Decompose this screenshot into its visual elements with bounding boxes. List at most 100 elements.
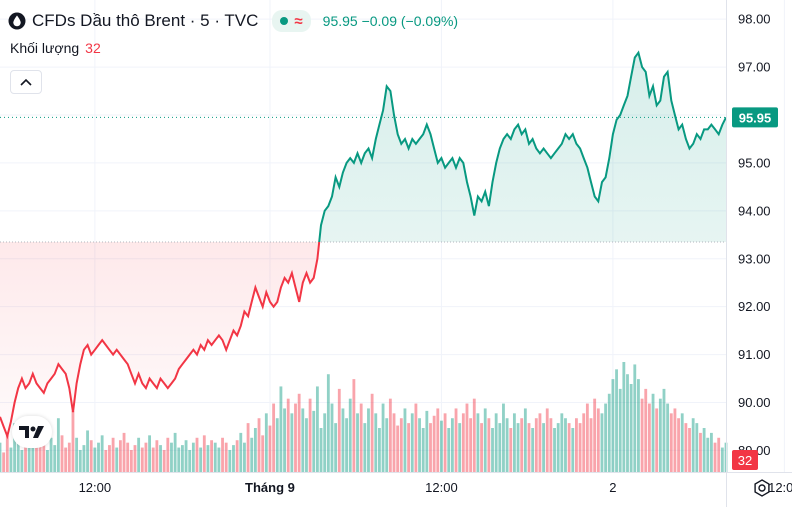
volume-bar bbox=[359, 403, 363, 472]
volume-bar bbox=[458, 423, 462, 472]
volume-bar bbox=[505, 418, 509, 472]
symbol-title[interactable]: CFDs Dầu thô Brent · 5 · TVC bbox=[32, 11, 259, 30]
volume-bar bbox=[144, 442, 148, 472]
volume-bar bbox=[111, 437, 115, 472]
volume-bar bbox=[571, 428, 575, 472]
volume-bar bbox=[476, 413, 480, 472]
x-tick-label: 12:00 bbox=[425, 480, 458, 495]
volume-bar bbox=[348, 398, 352, 472]
x-tick-label: 2 bbox=[609, 480, 616, 495]
volume-bar bbox=[615, 369, 618, 472]
volume-bar bbox=[410, 413, 414, 472]
volume-bar bbox=[173, 432, 177, 472]
volume-bar bbox=[9, 447, 13, 472]
volume-bar bbox=[199, 447, 203, 472]
volume-bar bbox=[454, 408, 458, 472]
volume-bar bbox=[385, 418, 389, 472]
volume-bar bbox=[465, 403, 469, 472]
volume-bar bbox=[538, 413, 542, 472]
y-tick-label: 97.00 bbox=[738, 60, 771, 75]
volume-badge bbox=[732, 450, 758, 470]
volume-bar bbox=[480, 423, 483, 472]
volume-bar bbox=[589, 418, 593, 472]
volume-bar bbox=[326, 374, 330, 472]
volume-bar bbox=[162, 450, 166, 472]
volume-label: Khối lượng bbox=[10, 40, 80, 56]
volume-bar bbox=[308, 398, 312, 472]
area-below-baseline bbox=[0, 241, 726, 437]
x-tick-label: Tháng 9 bbox=[245, 480, 295, 495]
volume-bar bbox=[545, 408, 549, 472]
volume-bar bbox=[253, 428, 257, 472]
volume-bar bbox=[629, 384, 633, 472]
y-tick-label: 94.00 bbox=[738, 203, 771, 218]
y-tick-label: 98.00 bbox=[738, 12, 771, 27]
volume-bar bbox=[286, 398, 290, 472]
volume-bar bbox=[75, 437, 79, 472]
volume-bar bbox=[436, 408, 440, 472]
market-status[interactable]: ≈ bbox=[272, 10, 311, 32]
volume-bar bbox=[673, 408, 677, 472]
volume-bar bbox=[691, 418, 695, 472]
volume-bar bbox=[268, 425, 272, 472]
volume-bar bbox=[356, 413, 359, 472]
y-tick-label: 91.00 bbox=[738, 347, 771, 362]
settings-gear-icon[interactable] bbox=[752, 478, 772, 498]
volume-bar bbox=[611, 379, 615, 472]
volume-bar bbox=[206, 445, 210, 472]
tradingview-logo[interactable] bbox=[12, 416, 52, 448]
volume-bar bbox=[633, 364, 637, 472]
volume-bar bbox=[666, 403, 670, 472]
volume-bar bbox=[323, 413, 327, 472]
volume-bar bbox=[626, 374, 629, 472]
volume-value: 32 bbox=[85, 40, 101, 56]
volume-bar bbox=[684, 423, 688, 472]
volume-bar bbox=[352, 379, 356, 472]
volume-bar bbox=[177, 447, 181, 472]
volume-bar bbox=[5, 435, 9, 472]
volume-bar bbox=[651, 393, 655, 472]
volume-bar bbox=[556, 423, 560, 472]
volume-bar bbox=[709, 432, 713, 472]
volume-bar bbox=[669, 413, 673, 472]
volume-bar bbox=[294, 403, 297, 472]
volume-bar bbox=[49, 437, 53, 472]
volume-bar bbox=[118, 440, 122, 472]
volume-bar bbox=[432, 415, 436, 472]
volume-bar bbox=[97, 442, 100, 472]
volume-bar bbox=[122, 432, 126, 472]
volume-bar bbox=[93, 447, 97, 472]
chart-header: CFDs Dầu thô Brent · 5 · TVC ≈ 95.95 −0.… bbox=[8, 9, 458, 33]
volume-bar bbox=[345, 418, 348, 472]
last-price-label: 95.95 bbox=[739, 110, 772, 125]
volume-bar bbox=[180, 445, 184, 472]
volume-bar bbox=[677, 418, 680, 472]
drop-icon bbox=[8, 12, 26, 30]
volume-legend[interactable]: Khối lượng 32 bbox=[10, 40, 101, 56]
volume-bar bbox=[688, 428, 691, 472]
volume-bar bbox=[593, 398, 597, 472]
volume-bar bbox=[235, 440, 239, 472]
volume-bar bbox=[261, 435, 265, 472]
y-tick-label: 93.00 bbox=[738, 251, 771, 266]
volume-bar bbox=[89, 440, 93, 472]
volume-bar bbox=[31, 440, 35, 472]
volume-bar bbox=[305, 418, 308, 472]
volume-bar bbox=[494, 413, 498, 472]
x-tick-label: 12:00 bbox=[79, 480, 112, 495]
x-tick-label: 12:00 bbox=[768, 480, 792, 495]
volume-bar bbox=[283, 408, 286, 472]
tv-logo-icon bbox=[19, 426, 44, 438]
volume-bar bbox=[582, 413, 586, 472]
volume-bar bbox=[429, 423, 432, 472]
volume-bar bbox=[191, 442, 195, 472]
volume-bar bbox=[301, 408, 305, 472]
volume-bar bbox=[210, 440, 214, 472]
collapse-button[interactable] bbox=[10, 70, 42, 94]
volume-bar bbox=[148, 435, 151, 472]
volume-bar bbox=[713, 442, 717, 472]
volume-bar bbox=[170, 442, 173, 472]
volume-bar bbox=[392, 413, 396, 472]
volume-bar bbox=[337, 388, 341, 472]
